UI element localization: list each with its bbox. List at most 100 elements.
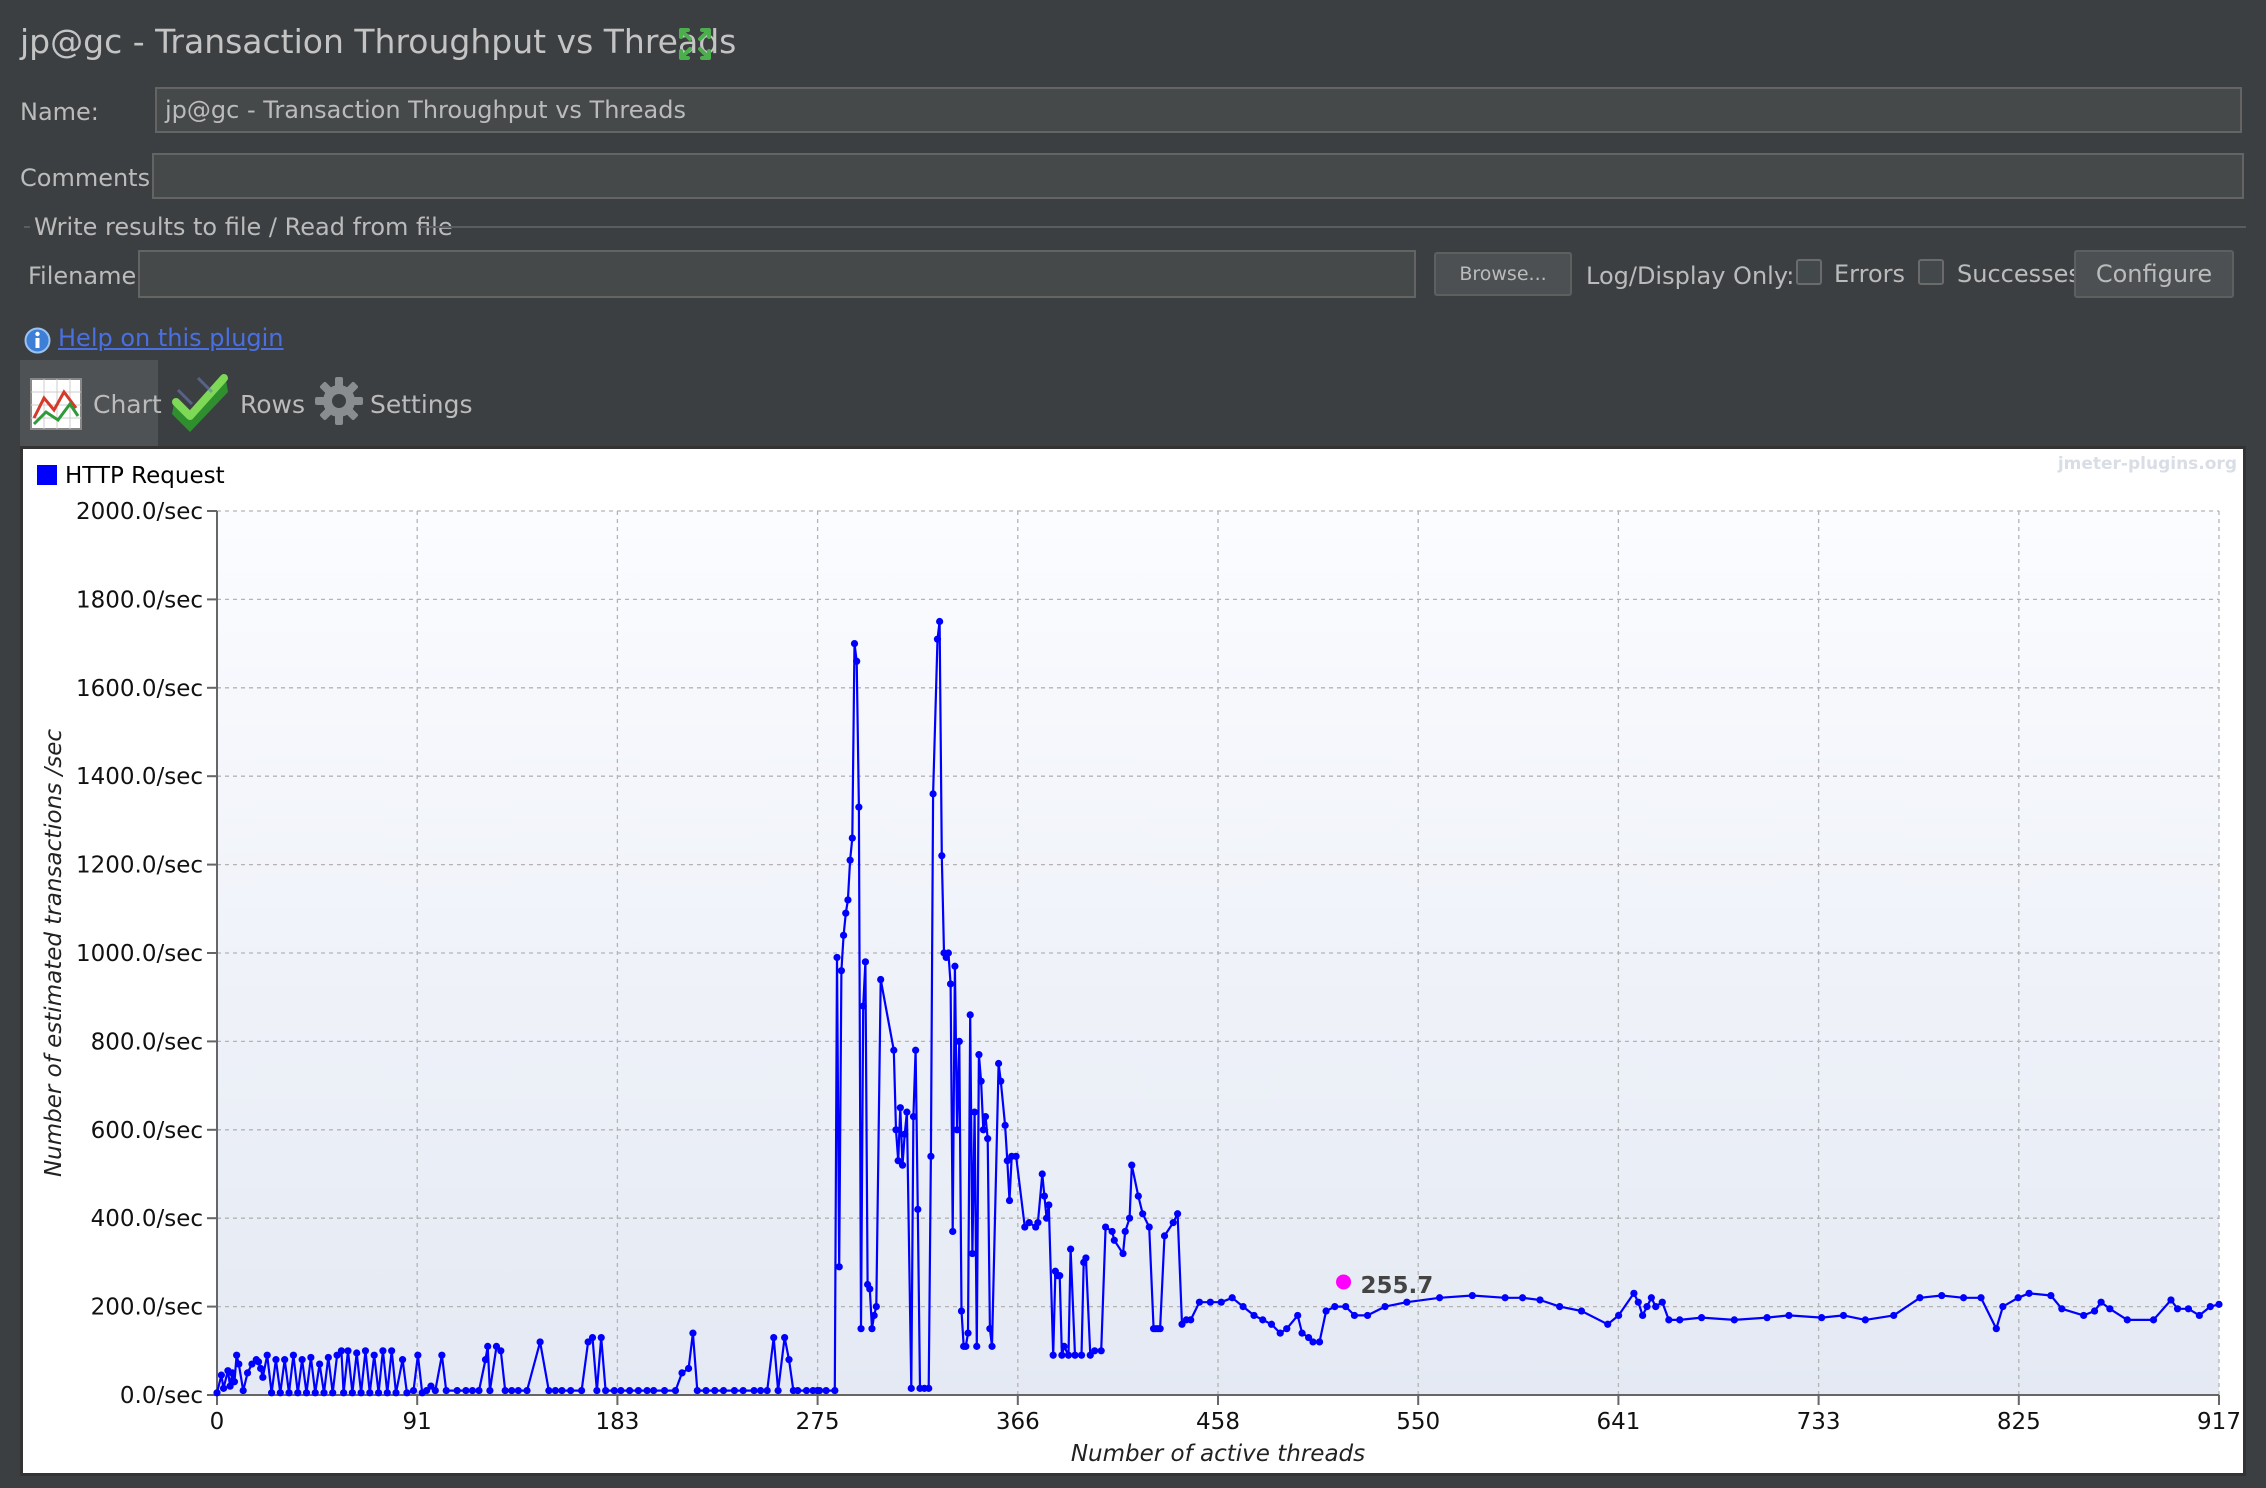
data-point xyxy=(462,1386,470,1395)
data-point xyxy=(1064,1351,1073,1359)
data-point xyxy=(311,1389,319,1397)
name-label: Name: xyxy=(20,98,99,126)
data-point xyxy=(1518,1294,1527,1302)
data-point xyxy=(1086,1351,1094,1359)
data-point xyxy=(329,1389,337,1397)
data-point xyxy=(233,1351,241,1359)
data-point xyxy=(914,1205,922,1213)
data-point xyxy=(1658,1298,1666,1306)
data-point xyxy=(1763,1314,1771,1322)
data-point xyxy=(414,1351,422,1359)
data-point xyxy=(844,896,852,904)
data-point xyxy=(643,1386,651,1395)
data-point xyxy=(1178,1320,1186,1328)
data-point xyxy=(678,1369,686,1377)
data-point xyxy=(1097,1347,1105,1355)
data-point xyxy=(298,1356,306,1364)
data-point xyxy=(660,1386,669,1395)
data-point xyxy=(235,1360,243,1368)
data-point xyxy=(1021,1223,1029,1231)
data-point xyxy=(953,1126,961,1134)
tab-chart[interactable]: Chart xyxy=(20,360,162,446)
data-point xyxy=(946,980,955,988)
data-point xyxy=(1056,1272,1064,1280)
data-point xyxy=(870,1311,878,1320)
window-title: jp@gc - Transaction Throughput vs Thread… xyxy=(20,22,737,61)
data-point xyxy=(1174,1210,1182,1218)
data-point xyxy=(1239,1303,1247,1311)
data-point xyxy=(2215,1300,2223,1308)
data-point xyxy=(2058,1305,2066,1313)
data-point xyxy=(994,1059,1003,1068)
filename-field[interactable] xyxy=(138,250,1416,298)
x-tick-label: 641 xyxy=(1596,1409,1640,1435)
name-field[interactable]: jp@gc - Transaction Throughput vs Thread… xyxy=(155,87,2242,133)
comments-field[interactable] xyxy=(152,153,2244,199)
data-point xyxy=(1403,1298,1411,1306)
data-point xyxy=(1818,1314,1826,1322)
data-point xyxy=(551,1386,559,1395)
data-point xyxy=(650,1386,658,1395)
y-tick-label: 800.0/sec xyxy=(91,1029,203,1055)
data-point xyxy=(1071,1351,1079,1359)
data-point xyxy=(909,1112,918,1121)
data-point xyxy=(949,1227,957,1236)
data-point xyxy=(1294,1311,1302,1320)
data-point xyxy=(281,1356,289,1364)
data-point xyxy=(2047,1291,2055,1300)
x-tick-label: 458 xyxy=(1196,1409,1240,1435)
data-point xyxy=(383,1389,391,1397)
data-point xyxy=(1938,1291,1946,1300)
y-tick-label: 200.0/sec xyxy=(91,1295,203,1321)
data-point xyxy=(872,1303,880,1311)
data-point xyxy=(1322,1307,1330,1315)
data-point xyxy=(850,640,859,648)
data-point xyxy=(1639,1311,1647,1320)
data-point xyxy=(1082,1254,1090,1262)
configure-button[interactable]: Configure xyxy=(2074,250,2234,298)
data-point xyxy=(442,1386,450,1395)
data-point xyxy=(1005,1196,1014,1205)
tab-settings[interactable]: Settings xyxy=(310,360,473,446)
data-point xyxy=(263,1351,271,1359)
data-point xyxy=(1999,1303,2007,1311)
tooltip-marker xyxy=(1336,1274,1352,1290)
data-point xyxy=(802,1386,811,1395)
data-point xyxy=(2080,1311,2088,1320)
data-point xyxy=(1890,1311,1898,1320)
data-point xyxy=(610,1386,618,1395)
tab-rows[interactable]: Rows xyxy=(160,360,305,446)
data-point xyxy=(379,1347,387,1355)
data-point xyxy=(577,1386,586,1395)
data-point xyxy=(307,1353,315,1362)
errors-checkbox[interactable] xyxy=(1796,259,1822,285)
data-point xyxy=(1298,1329,1306,1337)
maximize-icon[interactable] xyxy=(677,26,713,62)
data-point xyxy=(711,1386,719,1395)
data-point xyxy=(353,1349,361,1357)
data-point xyxy=(781,1333,789,1342)
successes-checkbox[interactable] xyxy=(1918,259,1944,285)
data-point xyxy=(1634,1298,1642,1306)
data-point xyxy=(1206,1298,1214,1306)
data-point xyxy=(951,962,959,970)
data-point xyxy=(979,1126,987,1134)
data-point xyxy=(228,1369,236,1377)
data-point xyxy=(344,1347,352,1355)
data-point xyxy=(901,1130,909,1138)
data-point xyxy=(481,1356,490,1364)
data-point xyxy=(1283,1325,1291,1333)
data-point xyxy=(2097,1298,2105,1306)
help-link[interactable]: Help on this plugin xyxy=(58,324,284,352)
y-tick-label: 400.0/sec xyxy=(91,1206,203,1232)
data-point xyxy=(1977,1294,1985,1302)
browse-button[interactable]: Browse... xyxy=(1434,252,1572,296)
data-point xyxy=(1108,1227,1116,1236)
data-point xyxy=(357,1389,365,1397)
data-point xyxy=(1012,1152,1020,1160)
data-point xyxy=(226,1382,234,1390)
x-tick-label: 183 xyxy=(595,1409,639,1435)
y-tick-label: 2000.0/sec xyxy=(76,499,203,525)
data-point xyxy=(1350,1311,1359,1320)
data-point xyxy=(259,1373,267,1381)
